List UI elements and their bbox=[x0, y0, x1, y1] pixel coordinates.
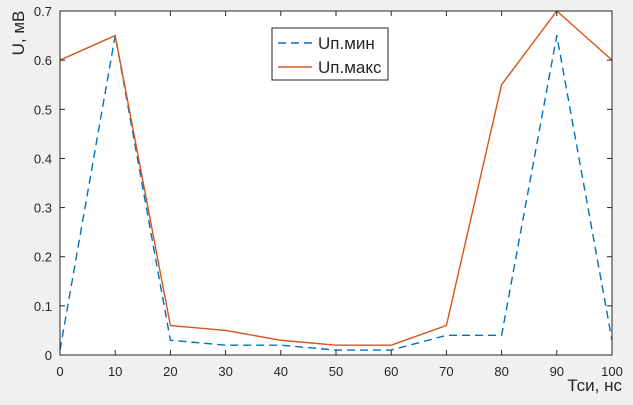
x-tick-label: 30 bbox=[218, 364, 232, 379]
x-tick-label: 80 bbox=[494, 364, 508, 379]
legend-label-0: Uп.мин bbox=[318, 34, 375, 53]
x-tick-label: 90 bbox=[550, 364, 564, 379]
y-tick-label: 0.4 bbox=[34, 151, 52, 166]
y-tick-label: 0 bbox=[45, 348, 52, 363]
y-axis-label: U, мВ bbox=[9, 11, 28, 56]
y-tick-label: 0.2 bbox=[34, 250, 52, 265]
y-tick-label: 0.5 bbox=[34, 102, 52, 117]
y-tick-label: 0.7 bbox=[34, 4, 52, 19]
y-tick-label: 0.6 bbox=[34, 53, 52, 68]
x-tick-label: 70 bbox=[439, 364, 453, 379]
x-tick-label: 40 bbox=[274, 364, 288, 379]
y-tick-label: 0.1 bbox=[34, 299, 52, 314]
x-axis-label: Тси, нс bbox=[567, 376, 622, 395]
legend-label-1: Uп.макс bbox=[318, 58, 382, 77]
x-tick-label: 10 bbox=[108, 364, 122, 379]
x-tick-label: 60 bbox=[384, 364, 398, 379]
x-tick-label: 50 bbox=[329, 364, 343, 379]
x-tick-label: 0 bbox=[56, 364, 63, 379]
legend: Uп.мин Uп.макс bbox=[272, 28, 388, 80]
x-tick-label: 20 bbox=[163, 364, 177, 379]
y-tick-label: 0.3 bbox=[34, 201, 52, 216]
